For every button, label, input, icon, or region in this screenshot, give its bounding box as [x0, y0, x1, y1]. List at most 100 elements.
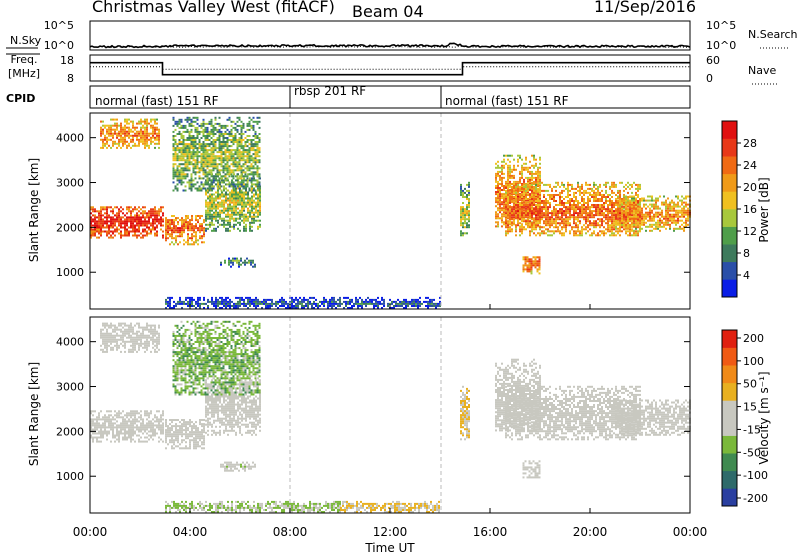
heatmap-cell	[233, 173, 235, 176]
heatmap-cell	[236, 157, 239, 160]
heatmap-cell	[619, 214, 621, 217]
heatmap-cell	[138, 120, 140, 123]
heatmap-cell	[497, 195, 499, 198]
heatmap-cell	[601, 194, 603, 196]
heatmap-cell	[251, 189, 253, 192]
heatmap-cell	[245, 189, 247, 192]
heatmap-cell	[627, 217, 629, 220]
cpid-strip: CPID normal (fast) 151 RF rbsp 201 RF no…	[6, 84, 691, 109]
heatmap-cell	[659, 211, 661, 214]
heatmap-cell	[561, 212, 563, 215]
heatmap-cell	[241, 215, 243, 218]
heatmap-cell	[209, 201, 211, 204]
heatmap-cell	[207, 213, 209, 216]
heatmap-cell	[517, 199, 519, 202]
heatmap-cell	[659, 225, 661, 228]
heatmap-cell	[210, 181, 213, 184]
heatmap-cell	[521, 210, 523, 213]
heatmap-cell	[102, 218, 104, 221]
heatmap-cell	[523, 195, 525, 198]
heatmap-cell	[549, 198, 551, 200]
heatmap-cell	[609, 226, 611, 229]
heatmap-cell	[587, 200, 589, 202]
heatmap-cell	[515, 212, 517, 215]
heatmap-cell	[251, 221, 253, 224]
heatmap-cell	[209, 197, 211, 200]
heatmap-cell	[240, 159, 243, 162]
heatmap-cell	[249, 302, 251, 305]
heatmap-cell	[138, 210, 140, 213]
heatmap-cell	[252, 157, 255, 160]
heatmap-cell	[110, 220, 112, 223]
heatmap-cell	[671, 209, 673, 212]
heatmap-cell	[224, 153, 227, 156]
heatmap-cell	[509, 180, 511, 183]
heatmap-cell	[557, 228, 559, 231]
heatmap-cell	[625, 219, 627, 222]
heatmap-cell	[124, 224, 126, 227]
heatmap-cell	[172, 167, 175, 170]
heatmap-cell	[575, 230, 577, 233]
heatmap-cell	[100, 126, 102, 129]
heatmap-cell	[128, 234, 130, 237]
heatmap-cell	[112, 218, 114, 221]
heatmap-cell	[555, 210, 557, 213]
heatmap-cell	[124, 232, 126, 235]
heatmap-cell	[192, 159, 195, 162]
heatmap-cell	[234, 163, 237, 166]
heatmap-cell	[539, 156, 541, 159]
heatmap-cell	[635, 213, 637, 216]
heatmap-cell	[577, 234, 579, 237]
heatmap-cell	[188, 179, 191, 182]
heatmap-cell	[248, 155, 251, 158]
heatmap-cell	[182, 157, 185, 160]
heatmap-cell	[120, 232, 122, 235]
heatmap-cell	[124, 138, 126, 141]
heatmap-cell	[619, 221, 621, 224]
heatmap-cell	[116, 226, 118, 229]
heatmap-cell	[254, 153, 257, 156]
heatmap-cell	[597, 232, 599, 235]
heatmap-cell	[156, 216, 158, 219]
heatmap-cell	[180, 143, 183, 146]
heatmap-cell	[585, 220, 587, 223]
heatmap-cell	[565, 224, 567, 227]
heatmap-cell	[249, 203, 251, 206]
heatmap-cell	[200, 161, 203, 164]
heatmap-cell	[169, 221, 171, 224]
heatmap-cell	[245, 179, 247, 182]
heatmap-cell	[124, 130, 126, 133]
heatmap-cell	[212, 163, 215, 166]
heatmap-cell	[627, 225, 629, 228]
heatmap-cell	[201, 223, 203, 226]
heatmap-cell	[593, 206, 595, 209]
heatmap-cell	[246, 122, 249, 125]
heatmap-cell	[531, 200, 533, 202]
heatmap-cell	[246, 261, 248, 264]
heatmap-cell	[639, 185, 641, 188]
heatmap-cell	[593, 220, 595, 223]
heatmap-cell	[177, 231, 179, 234]
heatmap-cell	[218, 139, 221, 141]
heatmap-cell	[527, 206, 529, 209]
heatmap-cell	[633, 215, 635, 218]
heatmap-cell	[633, 202, 635, 204]
heatmap-cell	[517, 212, 519, 215]
heatmap-cell	[537, 208, 539, 211]
heatmap-cell	[198, 161, 201, 164]
heatmap-cell	[196, 161, 199, 164]
heatmap-cell	[599, 234, 601, 237]
heatmap-cell	[523, 197, 525, 200]
heatmap-cell	[126, 230, 128, 233]
heatmap-cell	[176, 171, 179, 174]
heatmap-cell	[158, 210, 160, 213]
heatmap-cell	[171, 296, 173, 299]
heatmap-cell	[537, 176, 539, 179]
heatmap-cell	[611, 226, 613, 229]
heatmap-cell	[251, 225, 253, 228]
heatmap-cell	[623, 213, 625, 216]
heatmap-cell	[126, 146, 128, 149]
heatmap-cell	[547, 234, 549, 237]
heatmap-cell	[543, 232, 545, 235]
heatmap-cell	[192, 165, 195, 168]
